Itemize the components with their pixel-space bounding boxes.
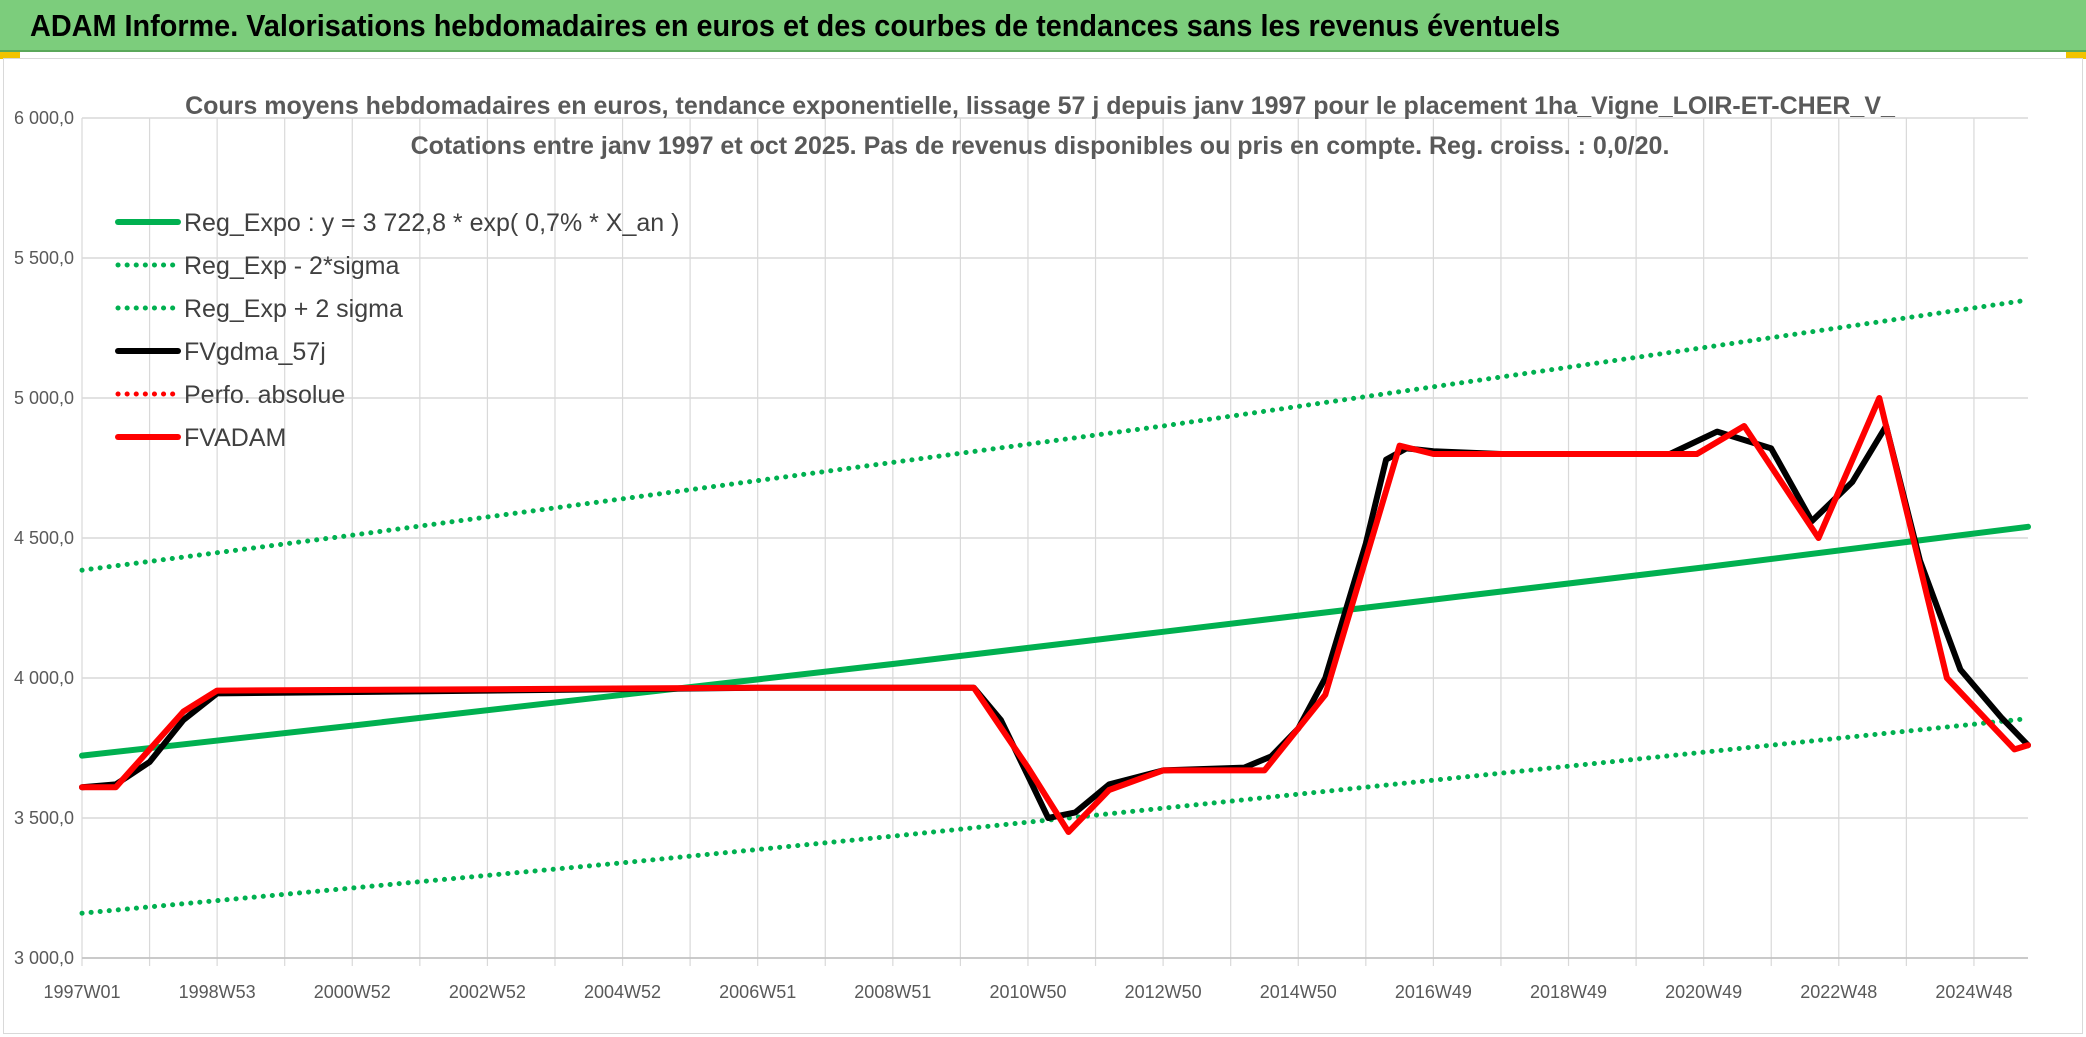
- corner-mark-right: [2066, 52, 2086, 59]
- series-line-3: [79, 423, 2031, 821]
- series-line-2: [79, 297, 2031, 573]
- x-tick-label: 2000W52: [314, 982, 391, 1002]
- y-tick-label: 3 000,0: [14, 948, 74, 968]
- y-tick-label: 4 500,0: [14, 528, 74, 548]
- chart-frame: [3, 58, 2083, 1034]
- series-line-5: [79, 395, 2031, 835]
- grid: [81, 117, 2028, 966]
- legend-label-0: Reg_Expo : y = 3 722,8 * exp( 0,7% * X_a…: [184, 209, 679, 237]
- series-line-1: [79, 716, 2031, 916]
- y-tick-label: 5 000,0: [14, 388, 74, 408]
- x-tick-label: 2020W49: [1665, 982, 1742, 1002]
- x-tick-label: 2006W51: [719, 982, 796, 1002]
- x-tick-label: 2024W48: [1935, 982, 2012, 1002]
- series: [79, 297, 2031, 916]
- legend-label-4: Perfo. absolue: [184, 381, 345, 409]
- chart-title: Cours moyens hebdomadaires en euros, ten…: [185, 92, 1896, 120]
- x-tick-label: 2014W50: [1260, 982, 1337, 1002]
- x-tick-label: 1997W01: [43, 982, 120, 1002]
- corner-mark-left: [0, 52, 20, 59]
- x-tick-label: 1998W53: [179, 982, 256, 1002]
- series-line-0: [79, 523, 2031, 759]
- y-tick-label: 3 500,0: [14, 808, 74, 828]
- x-tick-label: 2004W52: [584, 982, 661, 1002]
- chart-subtitle: Cotations entre janv 1997 et oct 2025. P…: [411, 132, 1670, 160]
- legend: Reg_Expo : y = 3 722,8 * exp( 0,7% * X_a…: [115, 209, 679, 452]
- y-tick-label: 5 500,0: [14, 248, 74, 268]
- axes: 3 000,0 3 500,0 4 000,0 4 500,0 5 000,0 5 500…: [14, 108, 2028, 1002]
- y-tick-label: 6 000,0: [14, 108, 74, 128]
- banner-title: ADAM Informe. Valorisations hebdomadaire…: [30, 8, 1561, 43]
- legend-label-1: Reg_Exp - 2*sigma: [184, 252, 399, 280]
- x-tick-label: 2018W49: [1530, 982, 1607, 1002]
- banner: ADAM Informe. Valorisations hebdomadaire…: [0, 0, 2086, 52]
- x-tick-label: 2016W49: [1395, 982, 1472, 1002]
- legend-label-5: FVADAM: [184, 424, 286, 452]
- x-tick-label: 2022W48: [1800, 982, 1877, 1002]
- legend-label-3: FVgdma_57j: [184, 338, 326, 366]
- y-tick-label: 4 000,0: [14, 668, 74, 688]
- x-tick-label: 2008W51: [854, 982, 931, 1002]
- x-tick-label: 2012W50: [1125, 982, 1202, 1002]
- x-tick-label: 2002W52: [449, 982, 526, 1002]
- legend-label-2: Reg_Exp + 2 sigma: [184, 295, 403, 323]
- x-tick-label: 2010W50: [989, 982, 1066, 1002]
